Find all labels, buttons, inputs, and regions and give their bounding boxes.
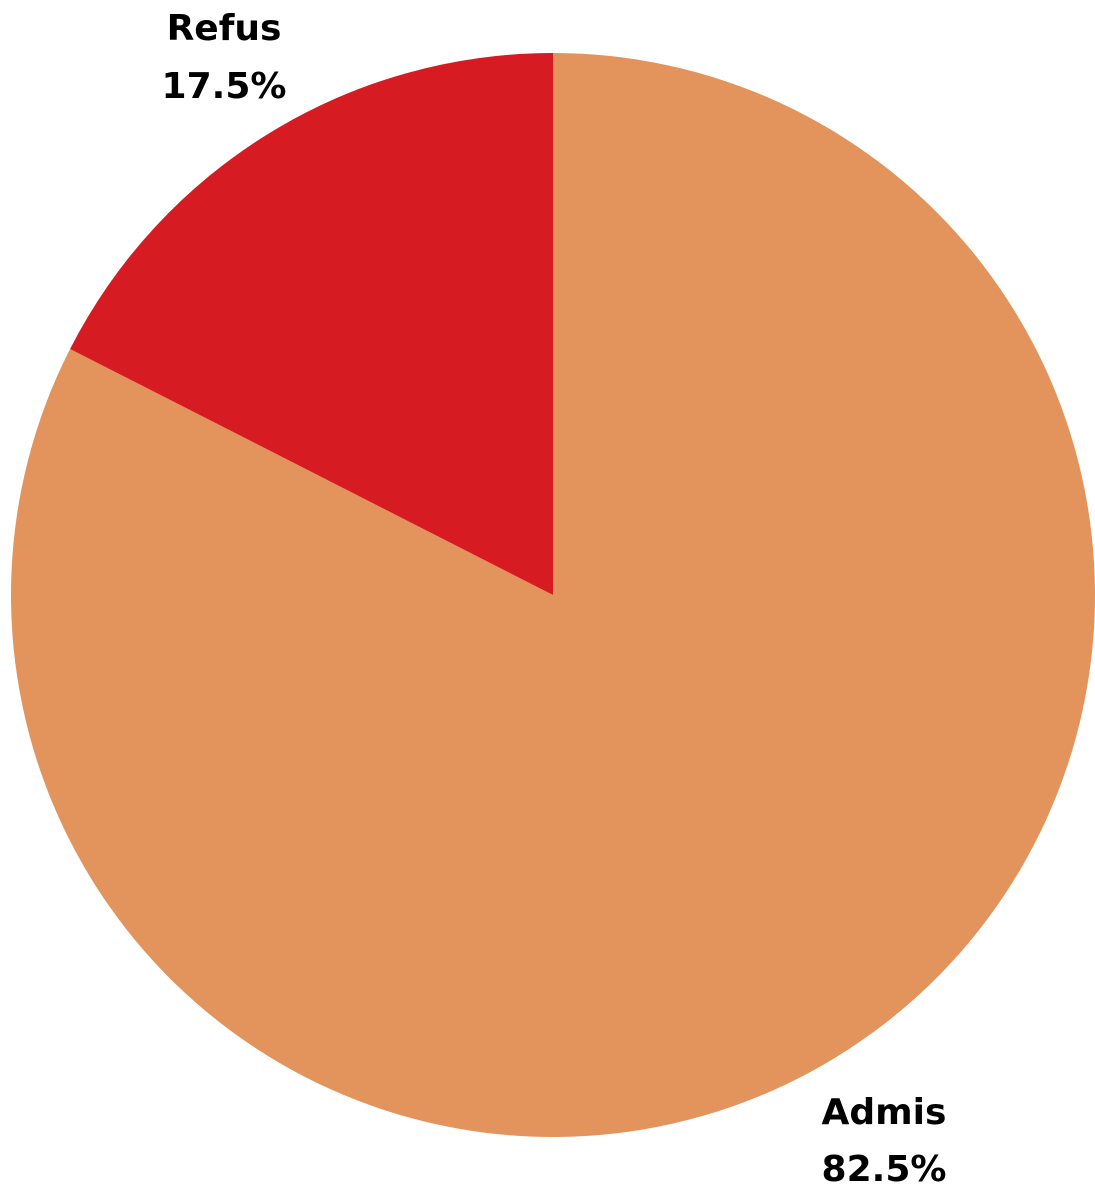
pie-slices bbox=[10, 53, 1095, 1137]
slice-label-admis: Admis bbox=[822, 1092, 947, 1133]
slice-labels: Admis 82.5% Refus 17.5% bbox=[162, 8, 947, 1186]
slice-value-refus: 17.5% bbox=[162, 66, 287, 107]
slice-value-admis: 82.5% bbox=[822, 1149, 947, 1186]
slice-label-refus: Refus bbox=[167, 8, 282, 49]
pie-slice-refus bbox=[70, 53, 553, 595]
pie-slice-admis bbox=[10, 53, 1095, 1137]
